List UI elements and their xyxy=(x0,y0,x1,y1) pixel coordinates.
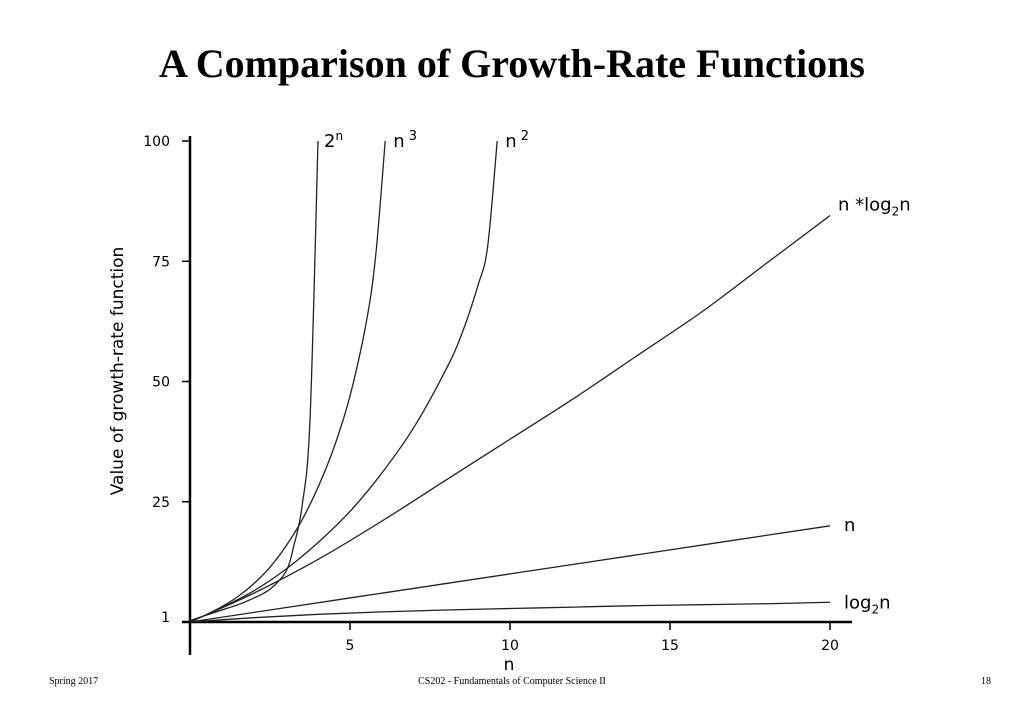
chart-axes xyxy=(182,136,852,655)
y-tick-label: 75 xyxy=(152,254,170,270)
y-tick-label: 25 xyxy=(152,495,170,511)
series-label: n xyxy=(844,515,855,536)
series-line xyxy=(189,601,831,623)
y-tick-label: 100 xyxy=(143,134,170,150)
x-tick-label: 15 xyxy=(661,638,679,654)
chart-ticks: 1 25 50 75 100 5 10 15 20 xyxy=(143,134,839,654)
slide-title: A Comparison of Growth-Rate Functions xyxy=(159,41,865,86)
series-label: n 3 xyxy=(393,129,417,152)
y-tick-label: 1 xyxy=(161,610,170,626)
series-line xyxy=(189,140,319,622)
footer-page-number: 18 xyxy=(981,676,991,687)
series-label: 2n xyxy=(324,129,343,152)
footer-course: CS202 - Fundamentals of Computer Science… xyxy=(418,676,606,687)
series-label: n *log2n xyxy=(838,195,911,219)
series-line xyxy=(189,140,498,623)
series-label: n 2 xyxy=(505,129,529,152)
series-line xyxy=(189,525,831,623)
x-axis-label: n xyxy=(504,655,515,675)
series-line xyxy=(189,215,831,623)
chart-series-labels: 2n n 3 n 2 n *log2n n log2n xyxy=(324,129,911,616)
series-label: log2n xyxy=(844,592,891,616)
y-tick-label: 50 xyxy=(152,375,170,391)
x-tick-label: 10 xyxy=(501,638,519,654)
series-line xyxy=(189,140,386,623)
x-tick-label: 5 xyxy=(346,638,355,654)
footer-term: Spring 2017 xyxy=(49,676,99,687)
chart-series xyxy=(189,140,831,623)
y-axis-label: Value of growth-rate function xyxy=(108,247,128,496)
x-tick-label: 20 xyxy=(821,638,839,654)
